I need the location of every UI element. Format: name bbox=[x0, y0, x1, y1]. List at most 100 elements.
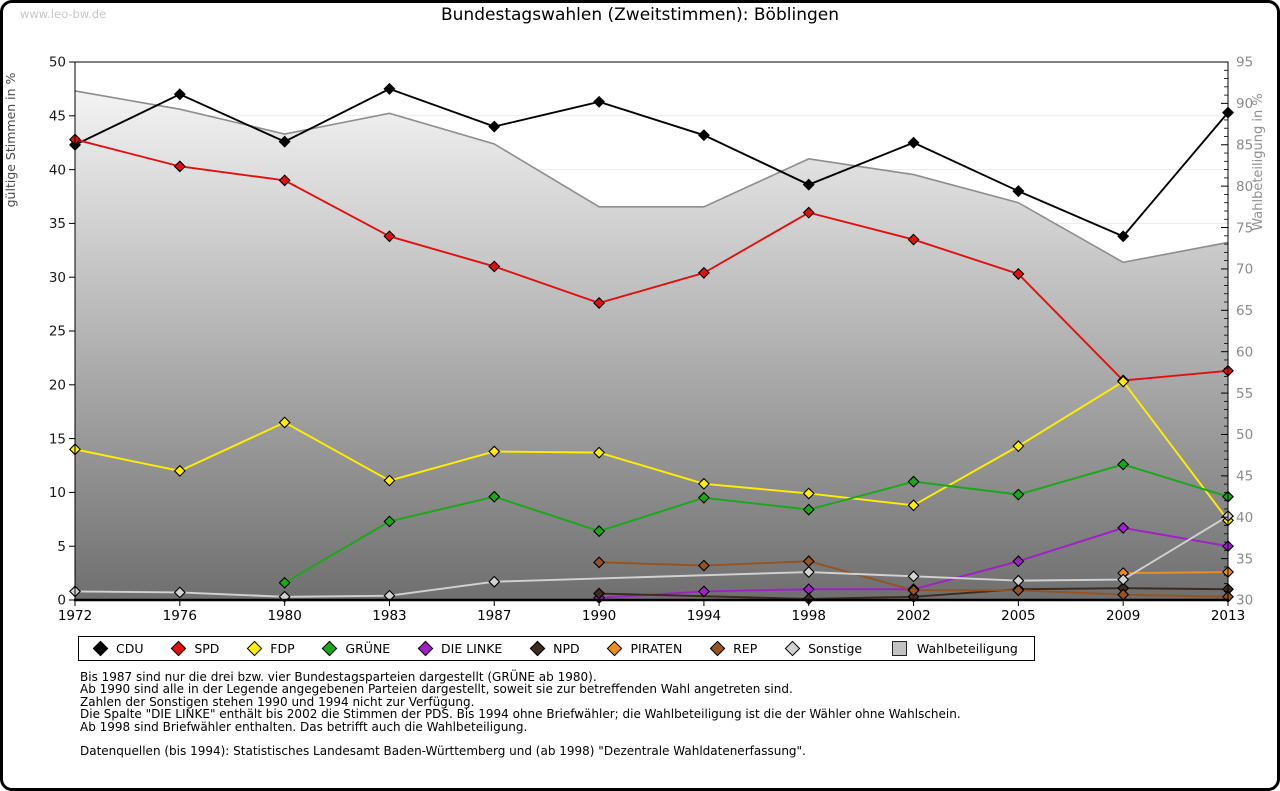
series-area-wahlbeteiligung bbox=[75, 90, 1228, 600]
svg-text:15: 15 bbox=[49, 431, 66, 447]
legend-diamond-marker-gruene bbox=[322, 640, 338, 657]
legend-label-npd: NPD bbox=[553, 641, 580, 656]
footnote-line: Die Spalte "DIE LINKE" enthält bis 2002 … bbox=[80, 707, 961, 722]
marker-gruene bbox=[1012, 488, 1025, 501]
legend-label-wahlbeteiligung: Wahlbeteiligung bbox=[916, 641, 1018, 656]
marker-cdu bbox=[278, 135, 291, 148]
svg-text:1983: 1983 bbox=[372, 608, 406, 624]
marker-sonstige bbox=[1012, 574, 1025, 587]
marker-gruene bbox=[907, 475, 920, 488]
marker-sonstige bbox=[802, 566, 815, 578]
legend-label-fdp: FDP bbox=[270, 641, 295, 656]
svg-text:40: 40 bbox=[49, 162, 66, 178]
svg-text:90: 90 bbox=[1236, 96, 1253, 112]
legend-label-rep: REP bbox=[733, 641, 758, 656]
footnote-line: Datenquellen (bis 1994): Statistisches L… bbox=[80, 744, 806, 759]
page-title: Bundestagswahlen (Zweitstimmen): Böbling… bbox=[441, 5, 839, 25]
marker-cdu bbox=[383, 82, 396, 95]
marker-gruene bbox=[383, 515, 396, 528]
legend-item-sonstige: Sonstige bbox=[784, 640, 863, 657]
svg-text:85: 85 bbox=[1236, 137, 1253, 153]
marker-sonstige bbox=[1117, 573, 1130, 586]
marker-die-linke bbox=[697, 585, 710, 598]
svg-text:1980: 1980 bbox=[267, 608, 301, 624]
marker-die-linke bbox=[1012, 555, 1025, 568]
marker-fdp bbox=[488, 445, 501, 458]
footnote-line: Zahlen der Sonstigen stehen 1990 und 199… bbox=[80, 694, 475, 709]
marker-cdu bbox=[1117, 230, 1130, 243]
legend-label-die-linke: DIE LINKE bbox=[441, 641, 503, 656]
marker-cdu bbox=[907, 136, 920, 149]
watermark: www.leo-bw.de bbox=[20, 7, 107, 21]
marker-spd bbox=[697, 266, 710, 279]
legend-diamond-marker-fdp bbox=[246, 640, 263, 657]
svg-text:1994: 1994 bbox=[687, 608, 721, 624]
svg-text:95: 95 bbox=[1236, 55, 1253, 71]
legend-item-fdp: FDP bbox=[246, 640, 295, 657]
marker-gruene bbox=[593, 525, 606, 538]
legend-diamond-marker-npd bbox=[529, 640, 546, 657]
legend-label-spd: SPD bbox=[194, 641, 220, 656]
svg-text:1976: 1976 bbox=[163, 608, 197, 624]
marker-spd bbox=[173, 160, 186, 173]
svg-text:50: 50 bbox=[49, 55, 66, 71]
marker-spd bbox=[802, 206, 815, 219]
series-line-npd bbox=[599, 587, 1229, 600]
legend-diamond-marker-sonstige bbox=[784, 640, 801, 657]
marker-sonstige bbox=[907, 570, 920, 583]
series-line-piraten bbox=[1123, 571, 1229, 575]
marker-spd bbox=[907, 233, 920, 246]
svg-text:1998: 1998 bbox=[792, 608, 826, 624]
marker-rep bbox=[907, 584, 920, 597]
marker-sonstige bbox=[488, 575, 501, 588]
marker-fdp bbox=[1012, 440, 1025, 453]
legend-item-wahlbeteiligung: Wahlbeteiligung bbox=[891, 641, 1018, 656]
marker-cdu bbox=[1012, 185, 1025, 198]
marker-spd bbox=[278, 174, 291, 187]
legend-item-npd: NPD bbox=[529, 640, 580, 657]
marker-spd bbox=[488, 260, 501, 273]
legend-item-spd: SPD bbox=[171, 640, 220, 657]
svg-text:35: 35 bbox=[1236, 551, 1253, 567]
series-line-fdp bbox=[74, 380, 1229, 521]
svg-text:5: 5 bbox=[57, 539, 66, 555]
svg-text:30: 30 bbox=[1236, 593, 1253, 609]
svg-text:80: 80 bbox=[1236, 179, 1253, 195]
legend-item-die-linke: DIE LINKE bbox=[417, 640, 503, 657]
marker-cdu bbox=[697, 129, 710, 142]
svg-text:2009: 2009 bbox=[1106, 608, 1140, 624]
marker-die-linke bbox=[1117, 521, 1130, 534]
svg-text:1987: 1987 bbox=[477, 608, 511, 624]
marker-gruene bbox=[1117, 458, 1130, 471]
svg-text:70: 70 bbox=[1236, 262, 1253, 278]
legend-item-cdu: CDU bbox=[92, 640, 144, 657]
marker-gruene bbox=[278, 576, 291, 589]
marker-fdp bbox=[278, 416, 291, 429]
legend-diamond-marker-die-linke bbox=[417, 640, 434, 657]
svg-text:65: 65 bbox=[1236, 303, 1253, 319]
legend-label-sonstige: Sonstige bbox=[808, 641, 863, 656]
marker-fdp bbox=[173, 464, 186, 477]
legend-label-gruene: GRÜNE bbox=[345, 641, 391, 656]
svg-text:10: 10 bbox=[49, 485, 66, 501]
marker-rep bbox=[697, 559, 710, 572]
svg-text:20: 20 bbox=[49, 378, 66, 394]
svg-text:40: 40 bbox=[1236, 510, 1253, 526]
svg-text:35: 35 bbox=[49, 216, 66, 232]
svg-text:60: 60 bbox=[1236, 344, 1253, 360]
svg-text:1972: 1972 bbox=[58, 608, 92, 624]
svg-text:0: 0 bbox=[57, 593, 66, 609]
svg-text:30: 30 bbox=[49, 270, 66, 286]
marker-fdp bbox=[697, 477, 710, 490]
marker-fdp bbox=[802, 487, 815, 500]
marker-cdu bbox=[593, 95, 606, 108]
series-line-sonstige bbox=[74, 515, 1229, 598]
svg-text:1990: 1990 bbox=[582, 608, 616, 624]
marker-fdp bbox=[383, 474, 396, 487]
svg-text:45: 45 bbox=[1236, 469, 1253, 485]
series-line-cdu bbox=[74, 87, 1229, 238]
legend-diamond-marker-spd bbox=[171, 640, 187, 657]
legend-item-gruene: GRÜNE bbox=[322, 640, 391, 657]
legend-item-rep: REP bbox=[709, 640, 758, 657]
